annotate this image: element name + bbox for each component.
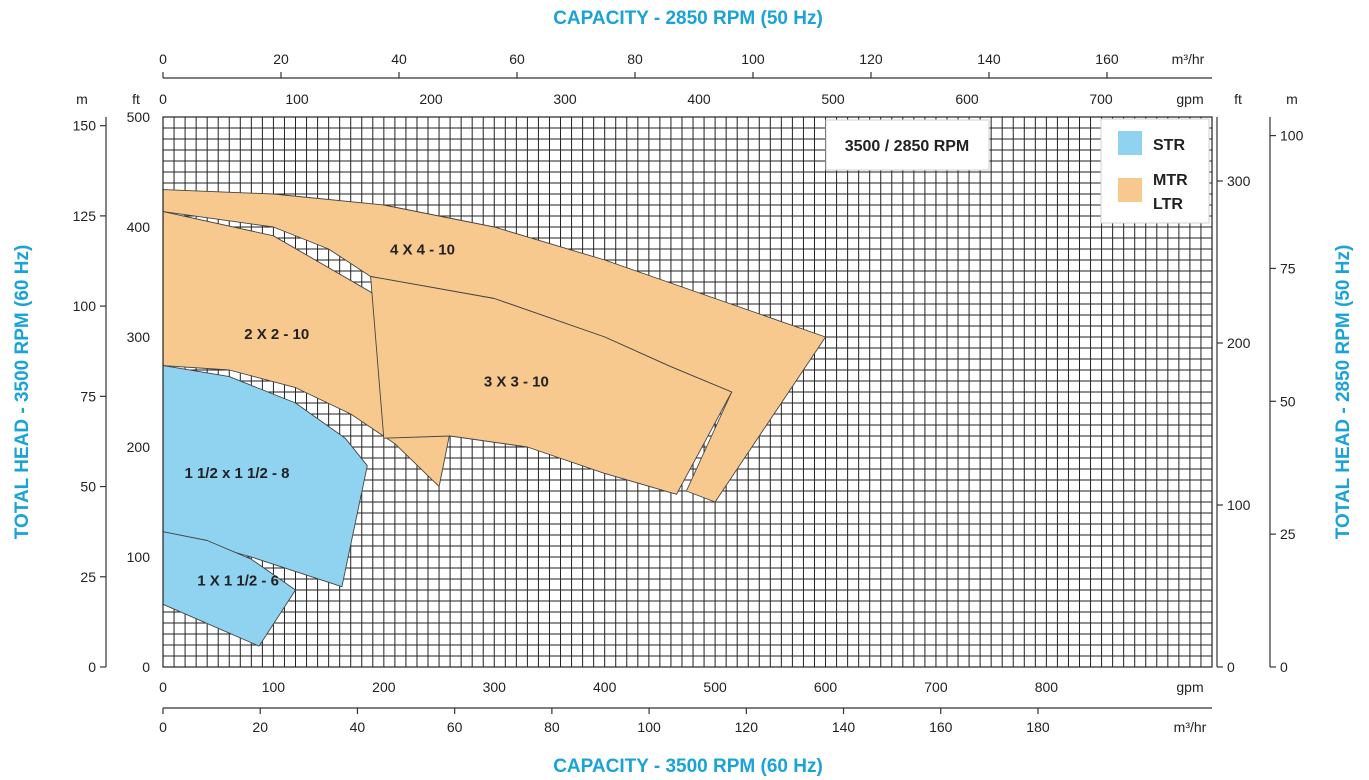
right-m-tick-label: 50 [1280,393,1296,409]
top-gpm-tick-label: 0 [159,91,167,107]
top-gpm-tick-label: 100 [285,91,309,107]
top-m3hr-unit: m³/hr [1172,51,1205,67]
bottom-m3hr-tick-label: 80 [544,719,560,735]
rpm-box: 3500 / 2850 RPM [825,119,990,171]
right-ft-tick-label: 300 [1227,173,1251,189]
bottom-m3hr-tick-label: 40 [350,719,366,735]
right-m-tick-label: 75 [1280,260,1296,276]
bottom-m3hr-tick-label: 180 [1026,719,1050,735]
right-m-tick-label: 0 [1280,659,1288,675]
legend-label-mtr: MTR [1153,172,1188,189]
right-ft-unit: ft [1234,91,1242,107]
bottom-m3hr-tick-label: 60 [447,719,463,735]
left-ft-tick-label: 400 [127,219,151,235]
top-m3hr-tick-label: 140 [977,51,1001,67]
left-ft-tick-label: 200 [127,439,151,455]
bottom-gpm-tick-label: 600 [814,679,838,695]
rpm-label: 3500 / 2850 RPM [845,138,970,155]
plot-frame [162,116,1213,668]
bottom-m3hr-tick-label: 0 [159,719,167,735]
right-ft-tick-label: 200 [1227,335,1251,351]
top-gpm-tick-label: 400 [687,91,711,107]
bottom-gpm-tick-label: 400 [593,679,617,695]
top-m3hr-tick-label: 0 [159,51,167,67]
legend: STR MTR LTR [1100,118,1210,224]
curve-area-4-x-4-10 [162,189,826,503]
bottom-gpm-tick-label: 200 [372,679,396,695]
top-m3hr-tick-label: 60 [509,51,525,67]
right-ft-tick-label: 100 [1227,497,1251,513]
curve-area-3-x-3-10 [370,276,733,495]
bottom-m3hr-tick-label: 120 [735,719,759,735]
right-m-tick-label: 100 [1280,128,1304,144]
bottom-m3hr-tick-label: 160 [929,719,953,735]
top-m3hr-tick-label: 100 [741,51,765,67]
curve-label: 1 X 1 1/2 - 6 [197,573,279,590]
left-ft-unit: ft [132,91,140,107]
left-m-tick-label: 50 [80,479,96,495]
curve-label: 2 X 2 - 10 [244,326,309,343]
bottom-gpm-unit: gpm [1176,679,1203,695]
left-ft-tick-label: 100 [127,549,151,565]
top-gpm-unit: gpm [1176,91,1203,107]
bottom-m3hr-unit: m³/hr [1174,719,1207,735]
bottom-gpm-tick-label: 0 [159,679,167,695]
bottom-gpm-tick-label: 700 [924,679,948,695]
bottom-axis-title: CAPACITY - 3500 RPM (60 Hz) [553,756,823,777]
left-ft-tick-label: 0 [142,659,150,675]
right-ft-tick-label: 0 [1227,659,1235,675]
top-gpm-tick-label: 700 [1089,91,1113,107]
top-gpm-tick-label: 200 [419,91,443,107]
chart-labels: CAPACITY - 2850 RPM (50 Hz) CAPACITY - 3… [12,8,1354,777]
right-m-tick-label: 25 [1280,526,1296,542]
legend-swatch-mtr-ltr [1118,178,1142,202]
bottom-gpm-tick-label: 300 [483,679,507,695]
bottom-m3hr-tick-label: 100 [637,719,661,735]
bottom-m3hr-tick-label: 140 [832,719,856,735]
left-ft-tick-label: 300 [127,329,151,345]
left-ft-tick-label: 500 [127,109,151,125]
top-m3hr-tick-label: 80 [627,51,643,67]
left-m-tick-label: 150 [73,118,97,134]
left-m-unit: m [76,91,88,107]
right-m-unit: m [1286,91,1298,107]
bottom-m3hr-tick-label: 20 [252,719,268,735]
left-m-tick-label: 100 [73,298,97,314]
bottom-gpm-tick-label: 500 [703,679,727,695]
right-axis-title: TOTAL HEAD - 2850 RPM (50 Hz) [1333,245,1354,540]
legend-label-ltr: LTR [1153,196,1183,213]
top-m3hr-tick-label: 160 [1095,51,1119,67]
bottom-gpm-tick-label: 800 [1035,679,1059,695]
curve-label: 3 X 3 - 10 [484,374,549,391]
left-m-tick-label: 0 [88,659,96,675]
curve-label: 4 X 4 - 10 [390,242,455,259]
legend-label-str: STR [1153,137,1185,154]
bottom-gpm-tick-label: 100 [262,679,286,695]
pump-curve-areas: 1 X 1 1/2 - 6 1 1/2 x 1 1/2 - 8 2 X 2 - 10… [162,189,826,647]
top-gpm-tick-label: 600 [955,91,979,107]
top-gpm-tick-label: 500 [821,91,845,107]
top-axis-title: CAPACITY - 2850 RPM (50 Hz) [553,8,823,29]
top-gpm-tick-label: 300 [553,91,577,107]
curve-label: 1 1/2 x 1 1/2 - 8 [184,465,289,482]
left-m-tick-label: 125 [73,208,97,224]
left-m-tick-label: 75 [80,388,96,404]
legend-swatch-str [1118,131,1142,155]
top-m3hr-tick-label: 120 [859,51,883,67]
left-m-tick-label: 25 [80,569,96,585]
top-m3hr-tick-label: 20 [273,51,289,67]
left-axis-title: TOTAL HEAD - 3500 RPM (60 Hz) [12,245,33,540]
top-m3hr-tick-label: 40 [391,51,407,67]
